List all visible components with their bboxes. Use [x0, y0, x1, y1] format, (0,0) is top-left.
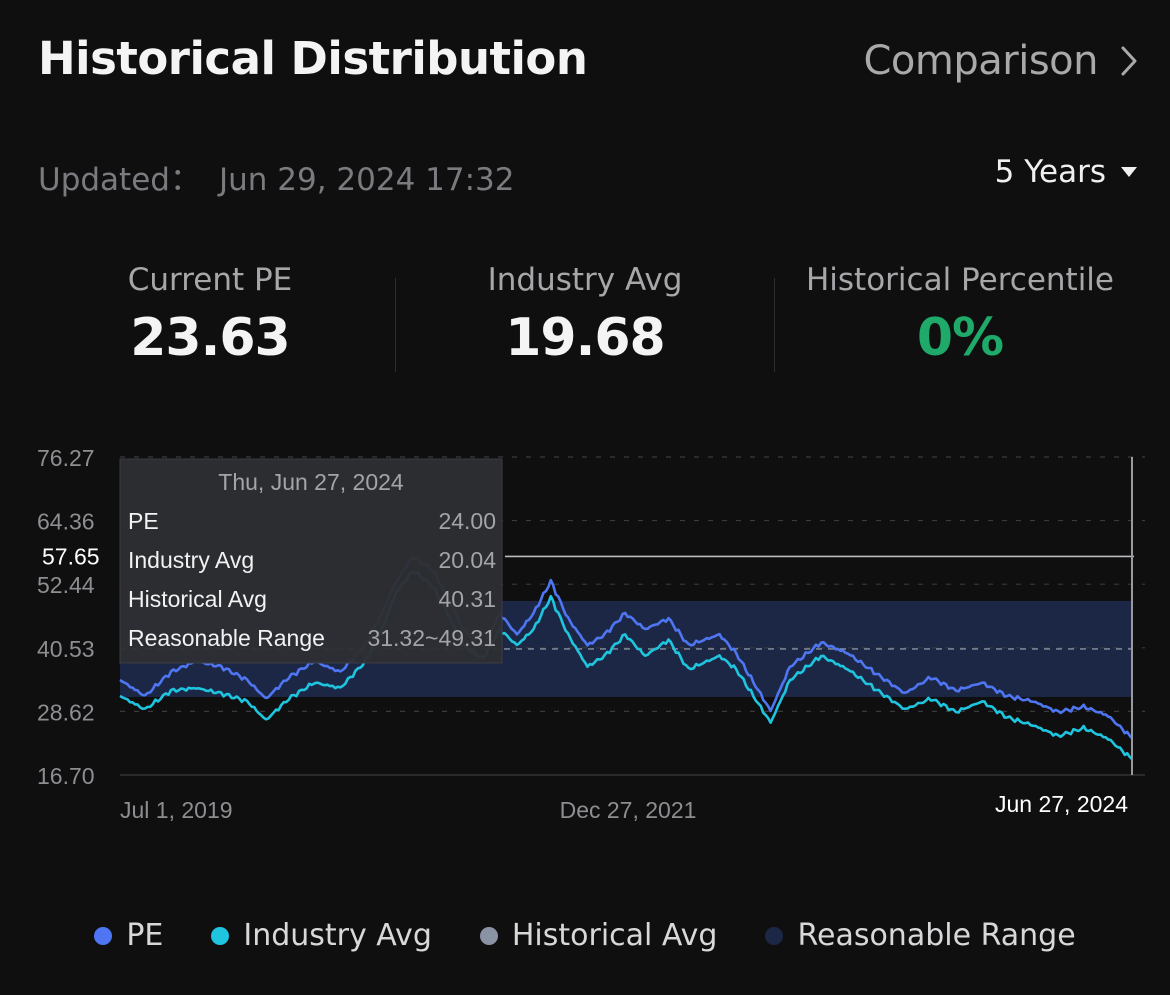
tooltip-row-value: 40.31 — [438, 586, 496, 612]
y-tick-label: 76.27 — [37, 445, 95, 471]
stat-label: Current PE — [127, 262, 293, 298]
y-tick-label: 52.44 — [37, 572, 95, 598]
legend-label: Historical Avg — [511, 918, 718, 953]
chevron-right-icon — [1121, 46, 1137, 76]
legend-swatch — [211, 926, 230, 945]
y-tick-label: 16.70 — [37, 763, 95, 789]
legend-item-historical-avg: Historical Avg — [479, 918, 718, 953]
x-tick-label: Jun 27, 2024 — [995, 791, 1128, 817]
stat-label: Industry Avg — [487, 262, 683, 298]
stat-current-pe: Current PE 23.63 — [110, 262, 310, 368]
stat-historical-percentile: Historical Percentile 0% — [795, 262, 1125, 368]
legend-item-industry-avg: Industry Avg — [211, 918, 432, 953]
legend-label: Industry Avg — [243, 918, 432, 953]
stat-divider — [774, 278, 775, 372]
updated-timestamp: Jun 29, 2024 17:32 — [218, 162, 515, 198]
tooltip-row-value: 20.04 — [438, 547, 496, 573]
legend-label: Reasonable Range — [797, 918, 1076, 953]
tooltip-row-label: Historical Avg — [128, 586, 267, 612]
legend-swatch — [94, 926, 113, 945]
x-tick-label: Dec 27, 2021 — [560, 797, 697, 823]
legend-item-pe: PE — [94, 918, 163, 953]
stat-value: 0% — [916, 308, 1004, 368]
industry-avg-series-line — [119, 570, 1133, 761]
legend-swatch — [479, 926, 498, 945]
updated-info: Updated： Jun 29, 2024 17:32 — [38, 154, 514, 199]
y-tick-label: 40.53 — [37, 636, 95, 662]
legend-item-reasonable-range: Reasonable Range — [765, 918, 1076, 953]
stat-industry-avg: Industry Avg 19.68 — [470, 262, 700, 368]
tooltip-date: Thu, Jun 27, 2024 — [218, 469, 404, 495]
tooltip-row-label: PE — [128, 508, 159, 534]
y-tick-label: 64.36 — [37, 509, 95, 535]
tooltip-box — [119, 458, 503, 664]
highlight-value-label: 57.65 — [42, 543, 100, 569]
tooltip-row-value: 31.32~49.31 — [367, 625, 496, 651]
stats-row: Current PE 23.63 Industry Avg 19.68 Hist… — [0, 262, 1170, 382]
comparison-link[interactable]: Comparison — [864, 38, 1139, 84]
updated-label: Updated： — [38, 162, 201, 198]
stat-divider — [395, 278, 396, 372]
stat-label: Historical Percentile — [805, 262, 1114, 298]
x-tick-label: Jul 1, 2019 — [120, 797, 233, 823]
chart-legend: PE Industry Avg Historical Avg Reasonabl… — [0, 918, 1170, 953]
comparison-label: Comparison — [863, 38, 1099, 84]
page-title: Historical Distribution — [38, 32, 588, 85]
stat-value: 19.68 — [505, 308, 665, 368]
tooltip-row-value: 24.00 — [438, 508, 496, 534]
y-tick-label: 28.62 — [37, 699, 95, 725]
caret-down-icon — [1121, 167, 1137, 177]
period-selected-value: 5 Years — [994, 154, 1106, 190]
legend-swatch — [765, 926, 784, 945]
tooltip-row-label: Industry Avg — [128, 547, 254, 573]
pe-series-line — [119, 556, 1133, 740]
period-selector[interactable]: 5 Years — [995, 154, 1138, 190]
pe-chart[interactable]: 76.27 64.36 52.44 40.53 28.62 16.70 57.65 Jul 1… — [0, 440, 1170, 840]
tooltip-row-label: Reasonable Range — [128, 625, 325, 651]
stat-value: 23.63 — [130, 308, 290, 368]
legend-label: PE — [126, 918, 164, 953]
